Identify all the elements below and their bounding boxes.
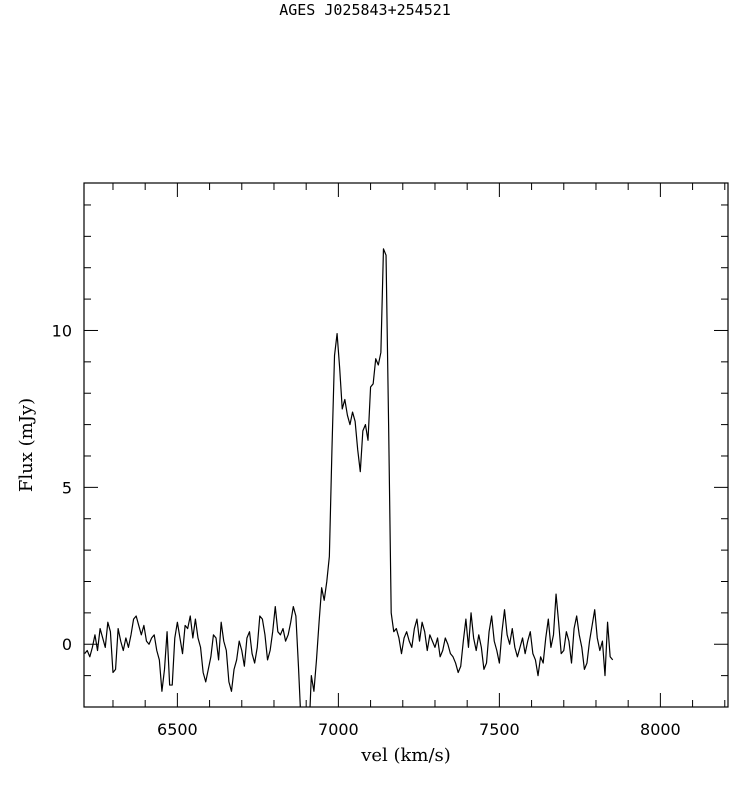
x-tick-label: 7500 — [479, 720, 520, 739]
x-tick-label: 7000 — [318, 720, 359, 739]
tick-marks — [84, 183, 728, 708]
chart-title: AGES J025843+254521 — [279, 1, 451, 19]
y-axis-label: Flux (mJy) — [16, 398, 37, 492]
y-tick-label: 5 — [62, 478, 72, 497]
plot-area — [84, 248, 614, 707]
spectrum-line — [84, 248, 614, 707]
x-tick-label: 6500 — [157, 720, 198, 739]
x-tick-label: 8000 — [640, 720, 681, 739]
axes-frame — [83, 182, 729, 708]
y-tick-label: 0 — [62, 635, 72, 654]
tick-labels: 6500 7000 7500 8000 0 5 10 — [52, 321, 681, 739]
x-axis-label: vel (km/s) — [360, 745, 451, 766]
y-tick-label: 10 — [52, 321, 72, 340]
